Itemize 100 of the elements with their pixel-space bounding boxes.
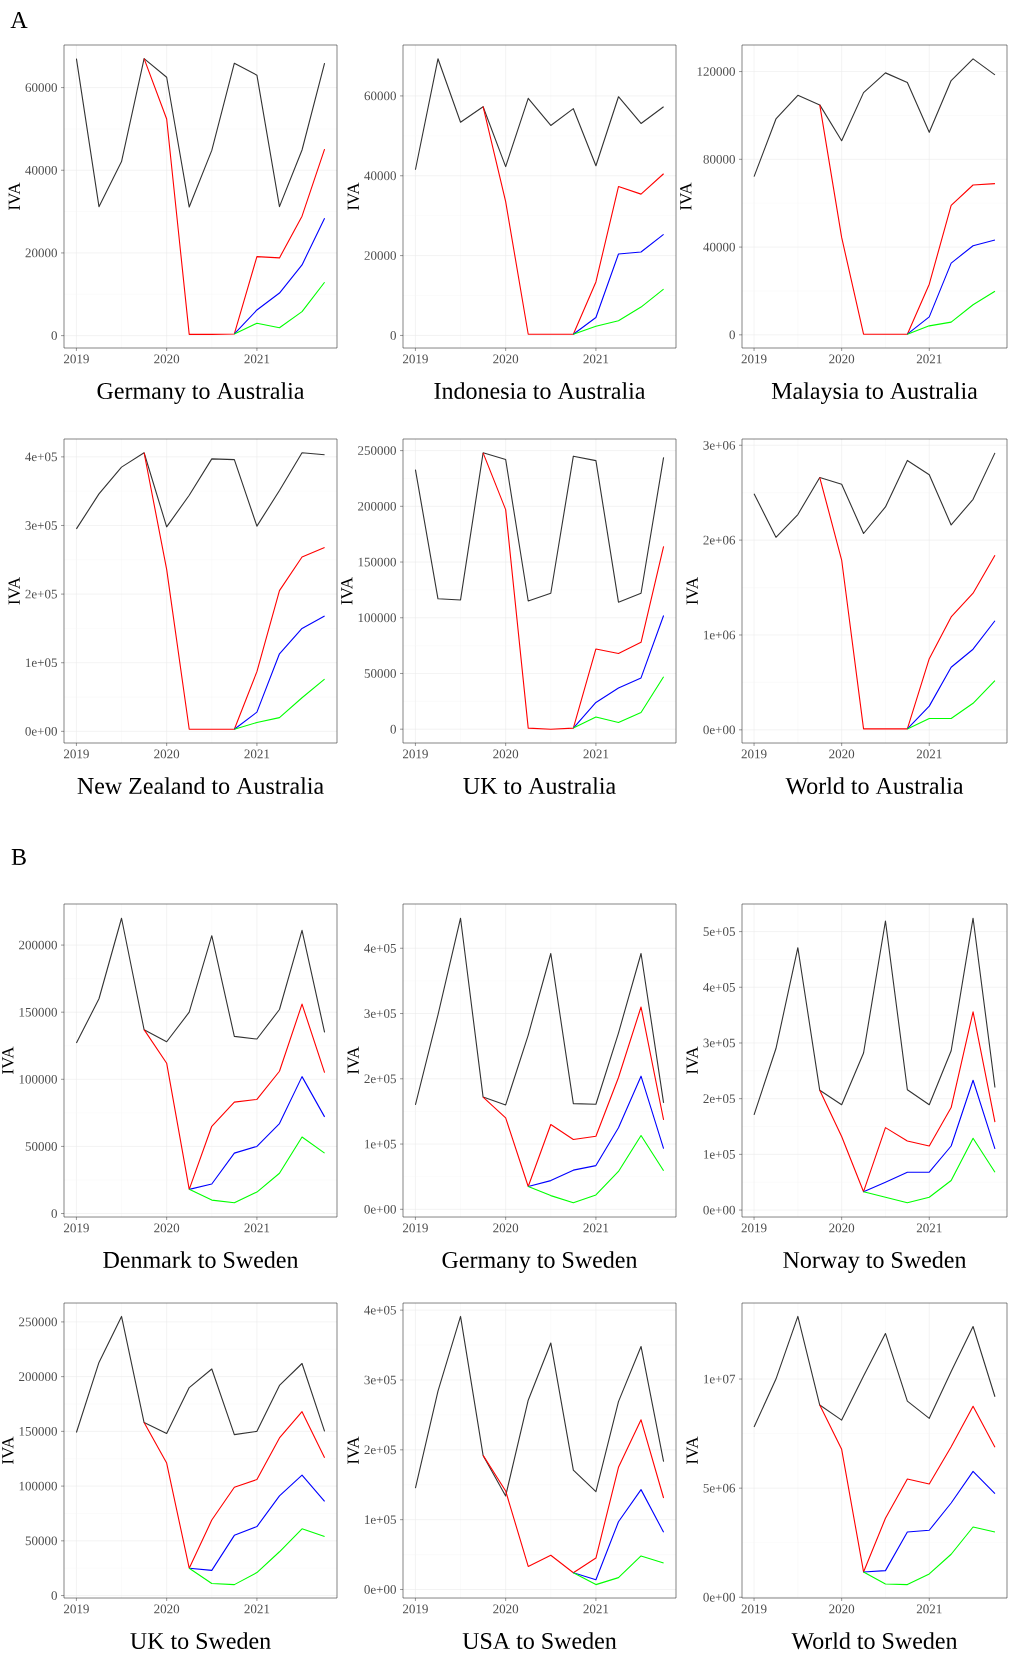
- line-series: [863, 1470, 996, 1573]
- y-tick-label: 3e+05: [364, 1009, 396, 1018]
- line-series: [572, 614, 665, 729]
- line-series: [572, 288, 665, 335]
- y-axis-title: IVA: [341, 577, 353, 605]
- x-tick-label: 2021: [583, 749, 609, 759]
- y-tick-label: 5e+06: [703, 1483, 736, 1493]
- y-tick-label: 1e+05: [365, 1515, 396, 1525]
- x-tick-label: 2019: [63, 1223, 89, 1233]
- y-axis-title: IVA: [686, 1436, 698, 1464]
- line-series: [906, 239, 996, 335]
- x-axis-title: Indonesia to Australia: [434, 382, 646, 400]
- x-tick-label: 2021: [916, 1604, 942, 1614]
- line-series: [414, 917, 665, 1106]
- line-series: [414, 452, 665, 603]
- line-series: [863, 1137, 996, 1204]
- y-tick-label: 2e+05: [364, 1445, 396, 1455]
- x-tick-label: 2020: [829, 354, 855, 364]
- y-tick-label: 0e+00: [364, 1585, 396, 1594]
- y-tick-label: 200000: [19, 1372, 57, 1382]
- y-tick-label: 150000: [19, 1007, 57, 1017]
- y-axis-title: IVA: [8, 182, 21, 210]
- x-tick-label: 2020: [829, 1223, 855, 1233]
- y-tick-label: 1e+05: [704, 1149, 735, 1159]
- y-tick-label: 50000: [25, 1142, 57, 1151]
- line-series: [143, 1411, 326, 1569]
- line-series: [414, 58, 665, 171]
- line-series: [188, 1136, 326, 1204]
- text: A: [10, 12, 28, 28]
- line-series: [753, 917, 996, 1116]
- y-tick-label: 120000: [697, 67, 735, 76]
- y-tick-label: 1e+06: [704, 630, 736, 640]
- line-series: [482, 1419, 665, 1574]
- x-tick-label: 2021: [583, 354, 609, 364]
- x-axis-title: Denmark to Sweden: [103, 1251, 299, 1269]
- y-axis-title: IVA: [347, 182, 360, 210]
- line-series: [143, 58, 326, 335]
- y-axis-title: IVA: [686, 577, 698, 605]
- y-tick-label: 4e+05: [364, 943, 396, 953]
- x-axis-title: New Zealand to Australia: [77, 777, 324, 795]
- line-series: [819, 1011, 996, 1193]
- y-tick-label: 5e+05: [703, 927, 735, 936]
- line-series: [572, 233, 665, 335]
- y-tick-label: 2e+05: [364, 1074, 396, 1084]
- x-tick-label: 2019: [741, 1604, 767, 1614]
- x-tick-label: 2019: [402, 354, 428, 364]
- line-series: [188, 1474, 326, 1571]
- y-tick-label: 1e+05: [26, 658, 57, 668]
- y-axis-title: IVA: [347, 1436, 359, 1464]
- x-axis-title: World to Australia: [785, 777, 964, 795]
- x-tick-label: 2021: [916, 749, 942, 759]
- y-tick-label: 40000: [25, 165, 57, 175]
- line-series: [527, 1135, 665, 1204]
- y-axis-title: IVA: [8, 577, 20, 605]
- line-series: [75, 58, 326, 208]
- y-tick-label: 100000: [19, 1074, 57, 1084]
- y-axis-title: IVA: [686, 1046, 698, 1074]
- x-tick-label: 2020: [154, 354, 180, 364]
- y-tick-label: 50000: [25, 1536, 57, 1546]
- line-series: [414, 1315, 665, 1497]
- x-axis-title: World to Sweden: [791, 1632, 958, 1650]
- y-tick-label: 4e+05: [703, 982, 735, 992]
- y-tick-label: 200000: [358, 501, 396, 511]
- y-tick-label: 250000: [19, 1317, 57, 1327]
- y-tick-label: 0: [51, 331, 57, 340]
- x-tick-label: 2021: [916, 354, 942, 364]
- x-tick-label: 2020: [829, 749, 855, 759]
- x-axis-title: Germany to Australia: [97, 382, 305, 405]
- line-series: [143, 1003, 326, 1190]
- y-tick-label: 3e+05: [25, 521, 57, 530]
- y-tick-label: 3e+05: [364, 1375, 396, 1385]
- y-tick-label: 0: [51, 1591, 57, 1600]
- line-series: [527, 1075, 665, 1188]
- line-series: [233, 217, 326, 335]
- x-axis-title: Germany to Sweden: [442, 1251, 638, 1274]
- y-tick-label: 1e+07: [704, 1374, 736, 1384]
- line-series: [753, 452, 996, 538]
- x-tick-label: 2019: [63, 1604, 89, 1614]
- y-tick-label: 0: [729, 330, 735, 340]
- y-axis-title: IVA: [2, 1046, 14, 1074]
- y-tick-label: 150000: [19, 1426, 57, 1436]
- y-tick-label: 0e+00: [703, 1205, 735, 1215]
- x-axis-title: USA to Sweden: [462, 1632, 617, 1650]
- y-axis-title: IVA: [347, 1046, 359, 1074]
- line-series: [863, 1079, 996, 1193]
- line-series: [75, 917, 326, 1044]
- x-tick-label: 2020: [493, 1604, 519, 1614]
- y-tick-label: 40000: [703, 242, 735, 252]
- line-series: [572, 1555, 665, 1586]
- x-tick-label: 2021: [244, 1604, 270, 1614]
- line-series: [753, 1315, 996, 1428]
- x-tick-label: 2020: [154, 1223, 180, 1233]
- x-tick-label: 2019: [63, 354, 89, 364]
- y-tick-label: 3e+05: [703, 1038, 735, 1048]
- y-tick-label: 0: [51, 1209, 57, 1218]
- x-tick-label: 2019: [402, 1604, 428, 1614]
- x-axis-title: UK to Australia: [463, 777, 616, 795]
- x-tick-label: 2019: [402, 749, 428, 759]
- y-tick-label: 0: [390, 331, 396, 340]
- x-axis-title: Norway to Sweden: [783, 1251, 967, 1274]
